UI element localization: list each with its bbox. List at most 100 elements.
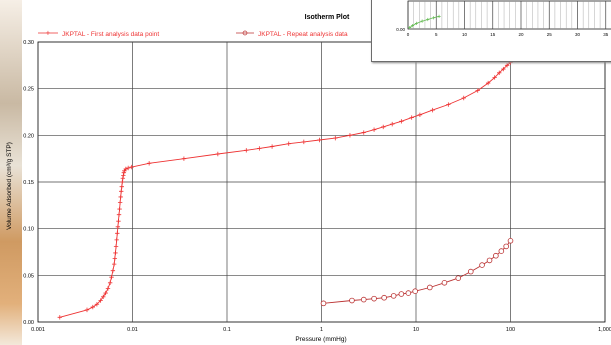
data-point-series-2 bbox=[467, 268, 474, 275]
inset-x-tick-label: 15 bbox=[490, 32, 496, 37]
data-point-series-1 bbox=[257, 146, 262, 151]
data-point-series-2 bbox=[405, 290, 412, 296]
inset-x-tick-label: 5 bbox=[435, 32, 438, 37]
data-point-series-1 bbox=[115, 224, 121, 229]
background-edge bbox=[0, 0, 22, 345]
inset-x-tick-label: 0 bbox=[407, 32, 410, 37]
data-point-series-2 bbox=[371, 295, 377, 302]
data-point-series-2 bbox=[320, 300, 327, 307]
inset-data-point bbox=[426, 17, 430, 22]
data-point-series-1 bbox=[146, 161, 152, 166]
data-point-series-1 bbox=[121, 173, 126, 178]
data-point-series-1 bbox=[114, 237, 119, 243]
inset-x-tick-label: 30 bbox=[575, 32, 581, 37]
x-tick-label: 1,000 bbox=[598, 327, 611, 333]
x-tick-label: 0.001 bbox=[31, 327, 45, 333]
data-point-series-1 bbox=[101, 294, 106, 299]
legend-circle-series-2 bbox=[242, 30, 248, 36]
inset-x-tick-label: 35 bbox=[603, 32, 609, 37]
data-point-series-1 bbox=[417, 112, 423, 117]
data-point-series-1 bbox=[105, 286, 111, 291]
y-tick-label: 0.30 bbox=[23, 40, 34, 46]
data-point-series-1 bbox=[430, 107, 435, 113]
data-point-series-1 bbox=[117, 206, 122, 212]
data-point-series-2 bbox=[479, 262, 485, 268]
inset-x-tick-label: 10 bbox=[462, 32, 468, 37]
data-point-series-1 bbox=[113, 244, 119, 249]
data-point-series-2 bbox=[360, 296, 367, 303]
data-point-series-1 bbox=[110, 268, 116, 273]
data-point-series-1 bbox=[347, 133, 353, 138]
data-point-series-1 bbox=[269, 144, 275, 149]
y-tick-label: 0.00 bbox=[23, 320, 34, 326]
legend-label-series-1: JKPTAL - First analysis data point bbox=[62, 31, 159, 38]
data-point-series-1 bbox=[84, 307, 90, 313]
inset-data-point bbox=[437, 14, 441, 18]
data-point-series-1 bbox=[244, 148, 249, 153]
data-point-series-1 bbox=[390, 121, 395, 127]
legend-label-series-2: JKPTAL - Repeat analysis data bbox=[258, 31, 348, 38]
data-point-series-2 bbox=[507, 238, 514, 244]
data-point-series-2 bbox=[455, 275, 462, 281]
data-point-series-1 bbox=[286, 141, 291, 146]
legend-plus-series-1: + bbox=[46, 29, 51, 38]
data-point-series-1 bbox=[446, 102, 451, 107]
data-point-series-1 bbox=[119, 189, 124, 194]
data-point-series-2 bbox=[427, 284, 433, 291]
data-point-series-1 bbox=[118, 194, 123, 200]
data-point-series-1 bbox=[125, 165, 131, 171]
data-point-series-1 bbox=[57, 315, 62, 320]
data-point-series-2 bbox=[503, 243, 509, 250]
data-point-series-1 bbox=[485, 80, 491, 86]
data-point-series-1 bbox=[361, 130, 366, 135]
data-point-series-2 bbox=[398, 291, 405, 297]
data-point-series-1 bbox=[103, 290, 108, 296]
data-point-series-1 bbox=[109, 275, 114, 280]
data-point-series-1 bbox=[116, 219, 121, 224]
inset-data-point bbox=[408, 26, 412, 30]
data-point-series-1 bbox=[333, 135, 338, 141]
data-point-series-1 bbox=[120, 176, 126, 181]
data-point-series-1 bbox=[461, 95, 466, 101]
x-tick-label: 0.01 bbox=[127, 327, 138, 333]
data-point-series-1 bbox=[371, 127, 377, 132]
data-point-series-1 bbox=[113, 250, 118, 256]
data-point-series-2 bbox=[498, 248, 505, 254]
inset-chart: 0 5 10 15 20 25 30 35 0.00 bbox=[396, 0, 611, 37]
data-point-series-1 bbox=[475, 88, 480, 93]
data-point-series-1 bbox=[111, 261, 117, 267]
data-point-series-1 bbox=[501, 66, 506, 72]
data-point-series-1 bbox=[181, 156, 187, 161]
x-tick-label: 0.1 bbox=[223, 327, 231, 333]
data-point-series-1 bbox=[98, 298, 103, 303]
x-axis-label: Pressure (mmHg) bbox=[295, 336, 346, 343]
inset-plot-window[interactable]: 0 5 10 15 20 25 30 35 0.00 bbox=[371, 0, 611, 62]
data-point-series-1 bbox=[129, 164, 134, 170]
data-point-series-2 bbox=[493, 252, 499, 259]
inset-data-point bbox=[431, 16, 436, 20]
inset-x-tick-label: 25 bbox=[547, 32, 553, 37]
y-tick-label: 0.25 bbox=[23, 87, 34, 93]
data-point-series-1 bbox=[115, 231, 120, 236]
data-point-series-2 bbox=[381, 294, 387, 301]
x-tick-label: 1 bbox=[320, 327, 323, 333]
data-point-series-2 bbox=[486, 257, 493, 264]
data-point-series-1 bbox=[116, 212, 122, 217]
data-point-series-1 bbox=[119, 184, 124, 189]
y-tick-label: 0.05 bbox=[23, 273, 34, 279]
x-tick-label: 100 bbox=[506, 327, 515, 333]
data-point-series-1 bbox=[497, 70, 502, 75]
inset-x-tick-label: 20 bbox=[518, 32, 524, 37]
inset-data-point bbox=[420, 19, 424, 23]
data-point-series-1 bbox=[492, 75, 497, 80]
inset-y-tick-label: 0.00 bbox=[396, 27, 405, 32]
y-tick-label: 0.10 bbox=[23, 227, 34, 233]
chart-legend: + JKPTAL - First analysis data point JKP… bbox=[38, 29, 348, 38]
data-point-series-2 bbox=[412, 288, 418, 295]
data-point-series-2 bbox=[349, 297, 355, 304]
y-tick-label: 0.20 bbox=[23, 133, 34, 139]
inset-data-point bbox=[410, 24, 415, 28]
data-point-series-1 bbox=[112, 256, 118, 261]
data-point-series-1 bbox=[117, 200, 123, 205]
